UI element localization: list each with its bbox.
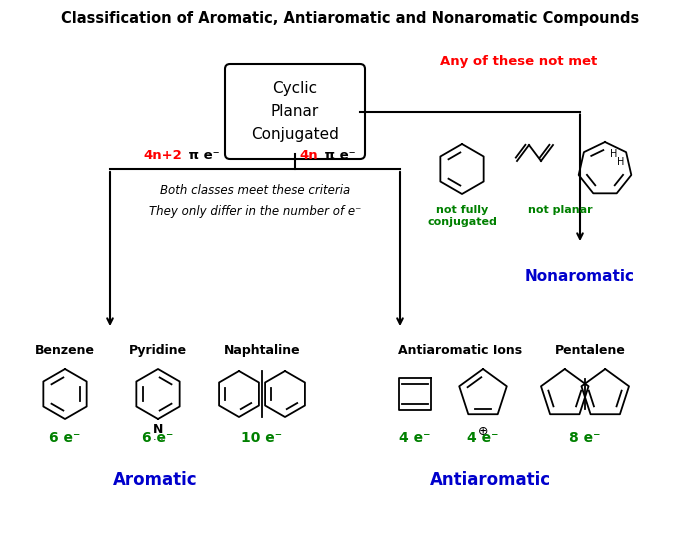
Text: They only differ in the number of e⁻: They only differ in the number of e⁻ xyxy=(149,205,361,217)
Text: 10 e⁻: 10 e⁻ xyxy=(241,431,283,445)
Text: Both classes meet these criteria: Both classes meet these criteria xyxy=(160,184,350,197)
Text: π e⁻: π e⁻ xyxy=(184,149,220,162)
Text: Pyridine: Pyridine xyxy=(129,344,187,357)
Text: Cyclic
Planar
Conjugated: Cyclic Planar Conjugated xyxy=(251,80,339,143)
Text: 4 e⁻: 4 e⁻ xyxy=(468,431,498,445)
Text: Antiaromatic: Antiaromatic xyxy=(429,471,551,489)
Text: H: H xyxy=(617,157,624,167)
Text: 6 e⁻: 6 e⁻ xyxy=(49,431,80,445)
Text: Pentalene: Pentalene xyxy=(554,344,625,357)
Text: 4n: 4n xyxy=(300,149,318,162)
Text: Benzene: Benzene xyxy=(35,344,95,357)
Text: 4n+2: 4n+2 xyxy=(144,149,182,162)
Text: N: N xyxy=(153,423,163,436)
FancyBboxPatch shape xyxy=(225,64,365,159)
Text: π e⁻: π e⁻ xyxy=(320,149,356,162)
Text: Classification of Aromatic, Antiaromatic and Nonaromatic Compounds: Classification of Aromatic, Antiaromatic… xyxy=(61,11,639,26)
Text: Nonaromatic: Nonaromatic xyxy=(525,269,635,284)
Text: Any of these not met: Any of these not met xyxy=(440,55,597,69)
Text: 6 e⁻: 6 e⁻ xyxy=(142,431,174,445)
Text: H: H xyxy=(610,149,617,159)
Text: Naphtaline: Naphtaline xyxy=(224,344,300,357)
Text: Antiaromatic Ions: Antiaromatic Ions xyxy=(398,344,522,357)
Text: not planar: not planar xyxy=(528,205,592,215)
Text: 8 e⁻: 8 e⁻ xyxy=(569,431,601,445)
Text: not fully
conjugated: not fully conjugated xyxy=(427,205,497,226)
Text: ⊕: ⊕ xyxy=(477,425,489,438)
Text: · ·: · · xyxy=(153,435,163,445)
Text: 4 e⁻: 4 e⁻ xyxy=(399,431,430,445)
Text: Aromatic: Aromatic xyxy=(113,471,197,489)
